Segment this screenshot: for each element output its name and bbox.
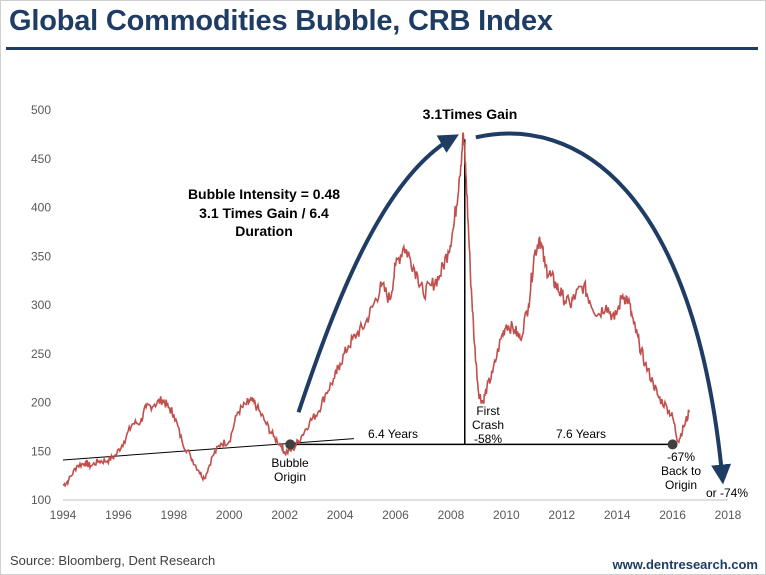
peak-label: 3.1Times Gain — [423, 106, 518, 122]
x-tick-label: 2008 — [438, 508, 465, 522]
trendline — [62, 438, 354, 461]
y-tick-label: 150 — [31, 444, 51, 458]
x-tick-label: 2014 — [604, 508, 631, 522]
fall-arrow — [475, 131, 732, 485]
x-tick-label: 2012 — [548, 508, 575, 522]
y-tick-label: 250 — [31, 347, 51, 361]
intensity-line-3: Duration — [235, 223, 293, 239]
x-tick-label: 2018 — [715, 508, 742, 522]
back-to-origin-label-3: Origin — [665, 478, 697, 492]
x-tick-label: 1996 — [105, 508, 132, 522]
y-tick-label: 500 — [31, 103, 51, 117]
y-tick-label: 450 — [31, 152, 51, 166]
y-tick-label: 400 — [31, 201, 51, 215]
intensity-line-1: Bubble Intensity = 0.48 — [188, 186, 340, 202]
website-link[interactable]: www.dentresearch.com — [612, 557, 758, 572]
x-tick-label: 2006 — [382, 508, 409, 522]
first-crash-label-3: -58% — [474, 432, 502, 446]
x-tick-label: 1994 — [50, 508, 77, 522]
projection-label: or -74% — [706, 486, 748, 500]
bubble-origin-label-2: Origin — [274, 470, 306, 484]
x-tick-label: 2004 — [327, 508, 354, 522]
x-tick-label: 2010 — [493, 508, 520, 522]
x-axis-ticks: 1994 1996 1998 2000 2002 2004 2006 2008 2010 2012… — [50, 508, 742, 522]
y-axis-ticks: 100 150 200 250 300 350 400 450 500 — [31, 103, 51, 507]
first-crash-label-1: First — [476, 404, 500, 418]
y-tick-label: 300 — [31, 298, 51, 312]
years-right-label: 7.6 Years — [556, 427, 606, 441]
chart-title: Global Commodities Bubble, CRB Index — [9, 5, 553, 37]
years-left-label: 6.4 Years — [368, 427, 418, 441]
x-tick-label: 2016 — [659, 508, 686, 522]
crb-index-line — [62, 132, 690, 488]
y-tick-label: 350 — [31, 249, 51, 263]
y-tick-label: 100 — [31, 493, 51, 507]
first-crash-label-2: Crash — [472, 418, 504, 432]
x-tick-label: 2002 — [271, 508, 298, 522]
bubble-origin-label-1: Bubble — [271, 456, 309, 470]
back-to-origin-label-2: Back to — [661, 464, 701, 478]
back-to-origin-marker — [667, 439, 678, 450]
y-tick-label: 200 — [31, 396, 51, 410]
back-to-origin-label-1: -67% — [667, 450, 695, 464]
bubble-origin-marker — [285, 439, 296, 450]
source-note: Source: Bloomberg, Dent Research — [10, 553, 216, 568]
title-underline — [6, 47, 758, 50]
x-tick-label: 1998 — [160, 508, 187, 522]
intensity-line-2: 3.1 Times Gain / 6.4 — [199, 205, 329, 221]
rise-arrow — [296, 134, 459, 413]
x-tick-label: 2000 — [216, 508, 243, 522]
